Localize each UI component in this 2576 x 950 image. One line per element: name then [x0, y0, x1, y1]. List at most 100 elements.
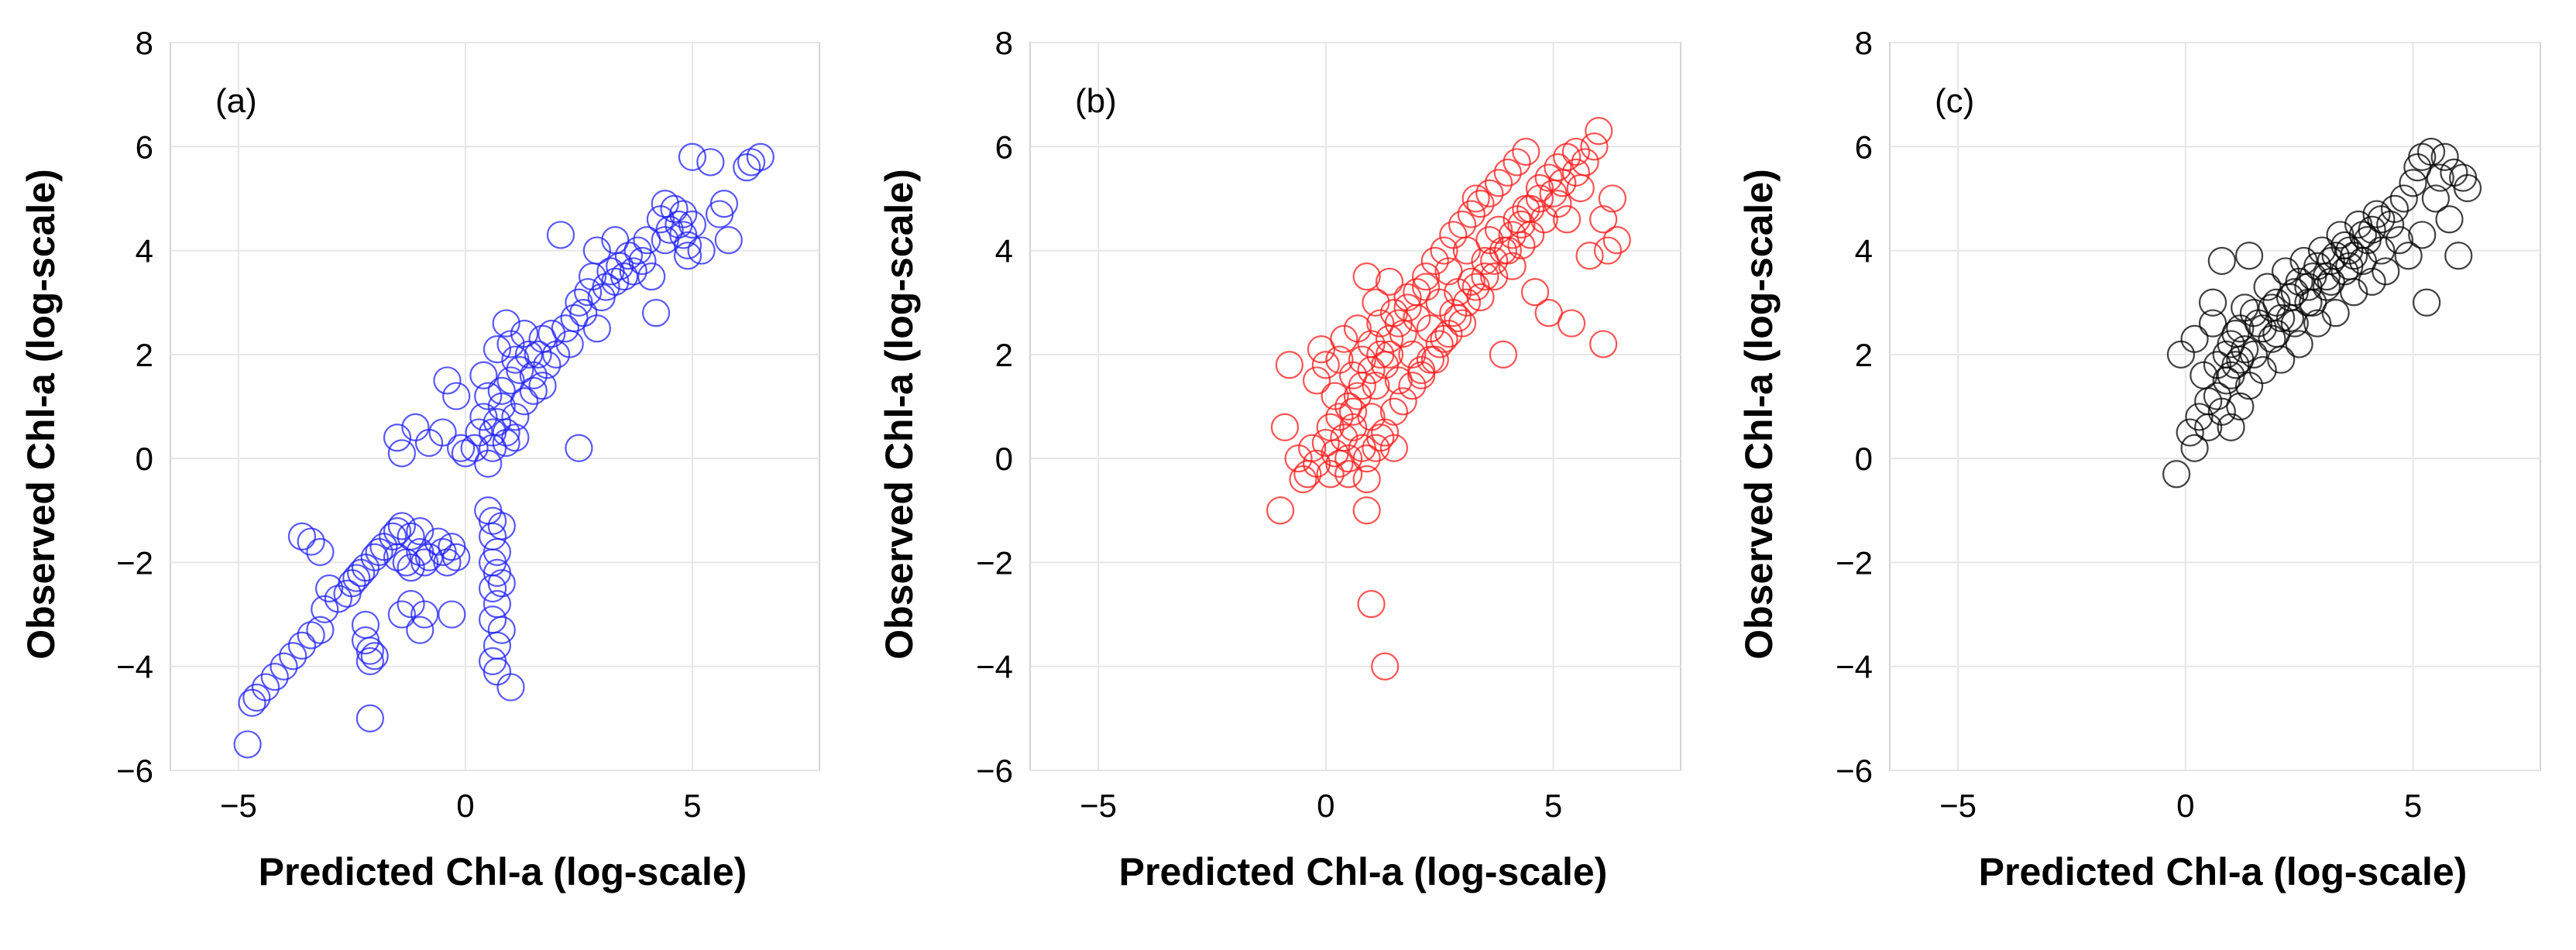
data-point: [2285, 330, 2313, 358]
data-point: [1493, 158, 1522, 187]
data-point: [2321, 299, 2350, 328]
data-point: [2267, 304, 2296, 332]
data-point: [628, 246, 657, 276]
x-tick-label: −5: [220, 787, 257, 824]
data-point: [251, 673, 280, 701]
y-axis-label: Observed Chl-a (log-scale): [878, 169, 921, 660]
data-point: [1589, 330, 1618, 358]
data-point: [1457, 200, 1485, 228]
data-point: [678, 210, 707, 239]
data-point: [2239, 340, 2269, 369]
data-point: [2248, 355, 2277, 385]
data-point: [1348, 372, 1376, 400]
data-point: [2435, 205, 2464, 234]
data-point: [1416, 345, 1445, 374]
data-point: [379, 522, 407, 550]
data-point: [1338, 397, 1368, 426]
data-point: [2330, 231, 2359, 259]
data-point: [496, 673, 525, 701]
data-point: [496, 366, 525, 395]
data-point: [2426, 163, 2454, 192]
data-point: [1512, 137, 1540, 166]
data-point: [1593, 236, 1623, 265]
x-axis-label: Predicted Chl-a (log-scale): [1979, 850, 2468, 893]
x-tick-label: 5: [683, 787, 701, 824]
data-point: [519, 376, 548, 405]
data-point: [2198, 288, 2227, 317]
data-point: [1553, 205, 1582, 234]
x-tick-label: −5: [1080, 787, 1117, 824]
y-tick-label: −6: [1836, 753, 1873, 789]
y-tick-label: −4: [976, 649, 1013, 685]
data-point: [2285, 267, 2313, 296]
x-tick-label: 0: [2176, 787, 2194, 824]
data-point: [1325, 449, 1354, 478]
data-point: [2312, 262, 2341, 291]
data-point: [406, 616, 434, 644]
data-point: [306, 537, 335, 567]
data-point: [1430, 324, 1458, 353]
scatter-points: [2162, 137, 2482, 489]
y-tick-label: 8: [1855, 25, 1873, 61]
data-point: [1311, 428, 1340, 458]
data-point: [2212, 340, 2241, 369]
data-point: [1371, 652, 1400, 681]
data-point: [746, 142, 775, 171]
data-point: [1334, 460, 1363, 489]
data-point: [2416, 137, 2446, 166]
scatter-points: [233, 142, 775, 759]
data-point: [1307, 335, 1336, 364]
data-point: [1557, 309, 1586, 338]
data-point: [1270, 413, 1300, 441]
data-point: [1484, 169, 1513, 197]
data-point: [2294, 273, 2323, 301]
x-tick-label: 0: [1317, 787, 1334, 824]
y-tick-label: −6: [116, 753, 153, 789]
data-point: [2394, 242, 2423, 270]
data-point: [533, 351, 562, 379]
data-point: [709, 190, 739, 218]
data-point: [2399, 169, 2427, 197]
data-point: [1480, 246, 1509, 276]
y-tick-label: 6: [1855, 129, 1873, 165]
scatter-panel-b: −5 0 5 −6 −4 −2 0 2 4 6 8 (b) Predicted Chl-a (log-s…: [878, 25, 1681, 893]
x-tick-label: 5: [1544, 787, 1562, 824]
y-tick-label: −6: [976, 753, 1013, 789]
plot-area: [1029, 42, 1681, 771]
data-point: [1489, 340, 1518, 369]
data-point: [1384, 309, 1413, 338]
data-point: [1357, 355, 1386, 385]
data-point: [1316, 460, 1345, 489]
data-point: [1425, 330, 1454, 358]
data-point: [1398, 340, 1427, 369]
data-point: [279, 642, 307, 670]
data-point: [1489, 236, 1518, 265]
data-point: [1480, 262, 1509, 291]
data-point: [528, 372, 557, 400]
data-point: [1403, 278, 1431, 307]
data-point: [651, 226, 679, 255]
data-point: [619, 257, 647, 286]
data-point: [383, 424, 412, 452]
data-point: [397, 554, 425, 582]
data-point: [1580, 132, 1609, 161]
data-point: [1393, 283, 1422, 312]
data-point: [1311, 351, 1340, 379]
data-point: [315, 574, 344, 603]
data-point: [2217, 361, 2245, 389]
data-point: [601, 267, 630, 296]
data-point: [2385, 226, 2414, 255]
data-point: [2253, 273, 2282, 301]
y-tick-label: 2: [136, 337, 153, 373]
data-point: [2239, 299, 2269, 328]
data-point: [1585, 117, 1613, 146]
data-point: [1598, 184, 1626, 213]
data-point: [492, 309, 520, 338]
data-point: [260, 663, 289, 691]
y-tick-label: 6: [136, 129, 153, 165]
x-tick-label: 5: [2404, 787, 2422, 824]
data-point: [1434, 319, 1463, 348]
data-point: [2408, 221, 2437, 249]
data-point: [2185, 403, 2214, 431]
data-point: [510, 319, 539, 348]
